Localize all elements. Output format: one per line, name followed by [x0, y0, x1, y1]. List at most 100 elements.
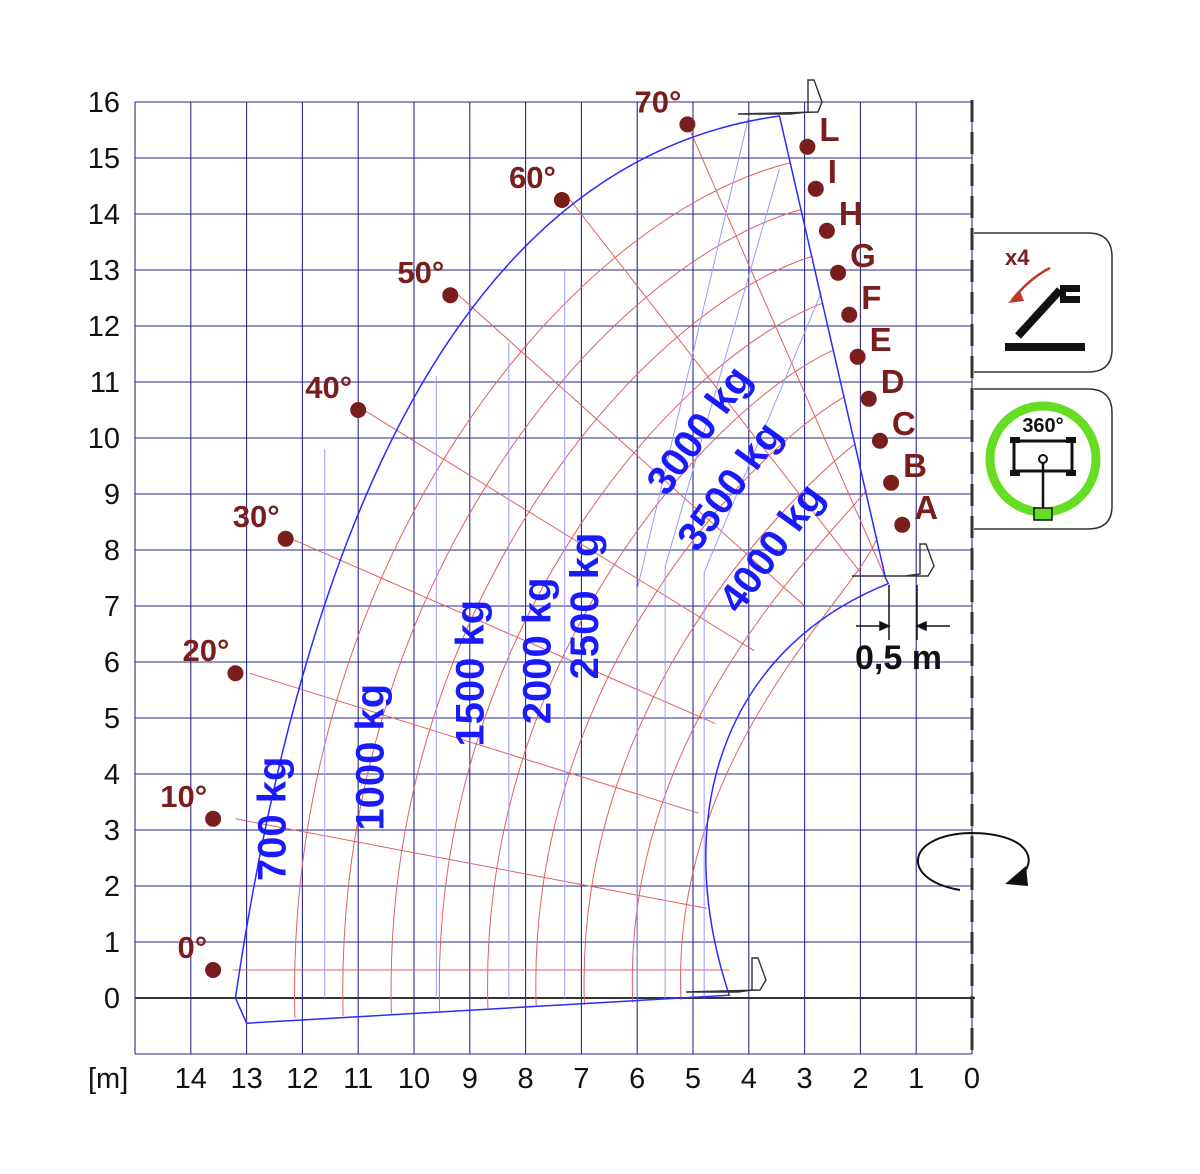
- load-zone-line: [703, 292, 822, 573]
- rotation-label: 360°: [1022, 415, 1063, 437]
- extension-marker-dot: [883, 474, 900, 491]
- angle-marker-label: 20°: [183, 633, 230, 668]
- angle-marker-label: 10°: [160, 779, 207, 814]
- angle-marker-dot: [679, 116, 696, 133]
- angle-marker-label: 40°: [305, 370, 352, 405]
- extension-marker-label: I: [828, 153, 837, 190]
- fork-tip-icon: [685, 79, 935, 993]
- extension-marker-dot: [849, 348, 866, 365]
- rotation-arrow-icon: [917, 831, 1030, 891]
- y-tick-label: 10: [88, 423, 120, 455]
- angle-line: [569, 199, 861, 573]
- extension-marker-dot: [894, 516, 911, 533]
- y-tick-label: 9: [104, 479, 120, 511]
- extension-arc: [390, 255, 813, 1014]
- extension-marker-dot: [841, 306, 858, 323]
- angle-line: [458, 294, 805, 607]
- extension-marker-dot: [860, 390, 877, 407]
- extension-arc: [342, 209, 802, 1016]
- extension-marker-label: F: [861, 279, 881, 316]
- load-zone-label: 700 kg: [251, 757, 295, 882]
- extension-arc: [631, 489, 867, 1003]
- x-tick-label: 3: [797, 1063, 813, 1095]
- extension-marker-label: B: [903, 447, 927, 484]
- extension-marker-label: H: [839, 195, 863, 232]
- angle-line: [235, 818, 708, 909]
- x-tick-label: 2: [852, 1063, 868, 1095]
- x-tick-label: 1: [908, 1063, 924, 1095]
- extension-arc: [487, 349, 835, 1010]
- angle-line: [686, 124, 886, 579]
- x-tick-label: 5: [685, 1063, 701, 1095]
- outriggers-icon: x4: [974, 232, 1113, 373]
- y-tick-label: 12: [88, 311, 120, 343]
- x-tick-label: 11: [343, 1063, 373, 1095]
- y-tick-label: 8: [104, 535, 120, 567]
- y-tick-label: 14: [88, 199, 120, 231]
- boom-inner-lines: [232, 115, 886, 1019]
- x-tick-label: 14: [175, 1063, 207, 1095]
- extension-marker-dot: [807, 180, 824, 197]
- rotation-360-icon: 360°: [974, 388, 1113, 530]
- y-tick-label: 6: [104, 647, 120, 679]
- extension-marker-dot: [799, 138, 816, 155]
- angle-marker-label: 60°: [509, 160, 556, 195]
- x-tick-label: 6: [629, 1063, 645, 1095]
- y-tick-label: 15: [88, 143, 120, 175]
- angle-line: [363, 409, 755, 652]
- extension-arc: [535, 396, 846, 1007]
- extension-marker-label: D: [881, 363, 905, 400]
- angle-marker-label: 50°: [397, 255, 444, 290]
- angle-marker-dot: [442, 287, 459, 304]
- extension-marker-label: A: [914, 489, 938, 526]
- x-tick-label: 9: [462, 1063, 478, 1095]
- extension-marker-dot: [818, 222, 835, 239]
- outriggers-count-label: x4: [1005, 245, 1030, 270]
- load-zone-label: 2500 kg: [563, 533, 607, 680]
- y-tick-label: 4: [104, 759, 120, 791]
- dimension-marker: [856, 585, 950, 640]
- angle-marker-dot: [277, 530, 294, 547]
- angle-marker-dot: [553, 192, 570, 208]
- x-tick-label: 12: [286, 1063, 318, 1095]
- angle-marker-dot: [227, 665, 244, 682]
- extension-marker-dot: [871, 432, 888, 449]
- x-tick-label: 8: [518, 1063, 534, 1095]
- y-tick-label: 3: [104, 815, 120, 847]
- x-tick-label: 0: [964, 1063, 980, 1095]
- extension-marker-dot: [830, 264, 847, 281]
- extension-arc: [438, 302, 824, 1012]
- extension-arc: [583, 442, 856, 1005]
- y-tick-label: 1: [104, 927, 120, 959]
- load-zone-line: [664, 169, 780, 567]
- x-tick-label: 10: [398, 1063, 430, 1095]
- angle-markers: 0° 10° 20° 30° 40° 50° 60° 70°: [160, 84, 696, 978]
- load-zone-label: 1500 kg: [449, 600, 493, 747]
- extension-marker-label: C: [892, 405, 916, 442]
- unit-label: [m]: [88, 1063, 128, 1095]
- y-tick-label: 16: [88, 87, 120, 119]
- x-tick-label: 4: [741, 1063, 757, 1095]
- x-tick-label: 7: [573, 1063, 589, 1095]
- x-tick-label: 13: [230, 1063, 262, 1095]
- angle-marker-label: 0°: [177, 930, 207, 965]
- extension-arc: [680, 536, 878, 1001]
- extension-marker-label: G: [850, 237, 876, 274]
- angle-marker-label: 30°: [233, 499, 280, 534]
- extension-marker-label: L: [819, 111, 839, 148]
- angle-marker-dot: [205, 962, 222, 978]
- extension-arc: [294, 162, 791, 1019]
- y-tick-label: 0: [104, 983, 120, 1015]
- angle-marker-label: 70°: [635, 84, 682, 119]
- y-tick-label: 5: [104, 703, 120, 735]
- working-envelope: [234, 115, 890, 1024]
- y-tick-label: 2: [104, 871, 120, 903]
- extension-marker-label: E: [870, 321, 892, 358]
- angle-marker-dot: [205, 810, 222, 827]
- dimension-label: 0,5 m: [855, 639, 942, 677]
- angle-marker-dot: [350, 402, 367, 418]
- y-tick-label: 11: [90, 367, 120, 399]
